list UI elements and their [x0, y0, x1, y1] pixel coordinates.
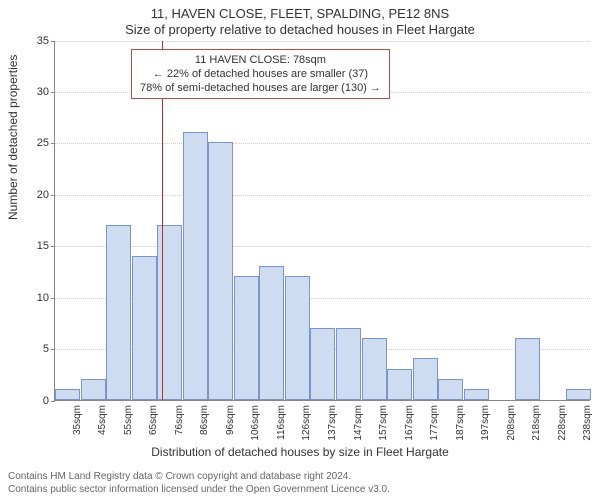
- xtick-label: 35sqm: [72, 405, 83, 435]
- xtick-label: 187sqm: [455, 405, 466, 441]
- footer-text: Contains HM Land Registry data © Crown c…: [8, 470, 592, 496]
- histogram-bar: [132, 256, 157, 400]
- xtick-label: 106sqm: [250, 405, 261, 441]
- xtick-label: 116sqm: [276, 405, 287, 440]
- xtick-label: 147sqm: [353, 405, 364, 441]
- annotation-line3: 78% of semi-detached houses are larger (…: [140, 81, 381, 95]
- plot-area: 0510152025303535sqm45sqm55sqm65sqm76sqm8…: [54, 41, 590, 401]
- annotation-box: 11 HAVEN CLOSE: 78sqm ← 22% of detached …: [131, 49, 390, 100]
- ytick-label: 0: [19, 395, 49, 407]
- y-axis-label: Number of detached properties: [6, 55, 20, 220]
- footer-line1: Contains HM Land Registry data © Crown c…: [8, 470, 592, 483]
- footer-line2: Contains public sector information licen…: [8, 483, 592, 496]
- histogram-bar: [438, 379, 463, 400]
- ytick-label: 30: [19, 86, 49, 98]
- histogram-bar: [55, 389, 80, 399]
- grid-line: [55, 143, 590, 144]
- xtick-label: 86sqm: [199, 405, 210, 435]
- xtick-label: 238sqm: [582, 405, 593, 441]
- ytick-mark: [51, 41, 55, 42]
- grid-line: [55, 195, 590, 196]
- histogram-bar: [183, 132, 208, 399]
- ytick-label: 35: [19, 35, 49, 47]
- histogram-bar: [234, 276, 259, 399]
- ytick-mark: [51, 246, 55, 247]
- histogram-bar: [336, 328, 361, 400]
- annotation-line2: ← 22% of detached houses are smaller (37…: [140, 67, 381, 81]
- ytick-mark: [51, 195, 55, 196]
- chart-title-line2: Size of property relative to detached ho…: [0, 22, 600, 41]
- chart-container: 11, HAVEN CLOSE, FLEET, SPALDING, PE12 8…: [0, 0, 600, 500]
- chart-area: 0510152025303535sqm45sqm55sqm65sqm76sqm8…: [54, 41, 590, 401]
- histogram-bar: [413, 358, 438, 399]
- histogram-bar: [259, 266, 284, 400]
- histogram-bar: [208, 142, 233, 399]
- histogram-bar: [362, 338, 387, 400]
- ytick-mark: [51, 298, 55, 299]
- ytick-label: 25: [19, 137, 49, 149]
- xtick-label: 228sqm: [557, 405, 568, 441]
- xtick-label: 96sqm: [225, 405, 236, 435]
- grid-line: [55, 41, 590, 42]
- xtick-label: 126sqm: [301, 405, 312, 441]
- ytick-label: 15: [19, 240, 49, 252]
- ytick-label: 10: [19, 292, 49, 304]
- histogram-bar: [387, 369, 412, 400]
- xtick-label: 208sqm: [506, 405, 517, 441]
- xtick-label: 55sqm: [123, 405, 134, 435]
- histogram-bar: [566, 389, 591, 399]
- xtick-label: 197sqm: [480, 405, 491, 441]
- annotation-line1: 11 HAVEN CLOSE: 78sqm: [140, 53, 381, 67]
- histogram-bar: [106, 225, 131, 400]
- ytick-label: 5: [19, 343, 49, 355]
- histogram-bar: [157, 225, 182, 400]
- ytick-label: 20: [19, 189, 49, 201]
- histogram-bar: [285, 276, 310, 399]
- ytick-mark: [51, 401, 55, 402]
- xtick-label: 167sqm: [404, 405, 415, 441]
- histogram-bar: [310, 328, 335, 400]
- xtick-label: 137sqm: [327, 405, 338, 441]
- xtick-label: 76sqm: [174, 405, 185, 435]
- histogram-bar: [464, 389, 489, 399]
- histogram-bar: [515, 338, 540, 400]
- xtick-label: 218sqm: [531, 405, 542, 441]
- histogram-bar: [81, 379, 106, 400]
- grid-line: [55, 246, 590, 247]
- xtick-label: 157sqm: [378, 405, 389, 441]
- ytick-mark: [51, 143, 55, 144]
- xtick-label: 65sqm: [148, 405, 159, 435]
- ytick-mark: [51, 349, 55, 350]
- x-axis-label: Distribution of detached houses by size …: [0, 445, 600, 459]
- xtick-label: 45sqm: [97, 405, 108, 435]
- ytick-mark: [51, 92, 55, 93]
- chart-title-line1: 11, HAVEN CLOSE, FLEET, SPALDING, PE12 8…: [0, 0, 600, 22]
- xtick-label: 177sqm: [429, 405, 440, 441]
